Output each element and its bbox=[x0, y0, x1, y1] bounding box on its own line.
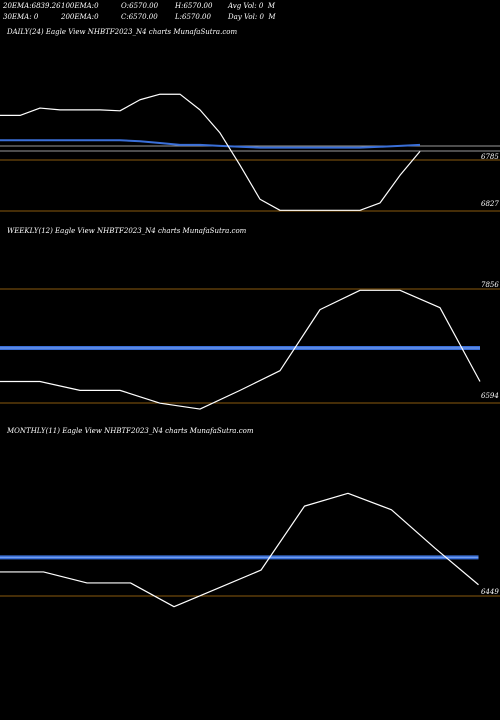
header-row-1-col5: Avg Vol: 0 M bbox=[228, 2, 275, 11]
monthly-price-label: 6449 bbox=[481, 588, 499, 596]
ema100-value: 0 bbox=[94, 2, 99, 10]
avg-vol-value: 0 bbox=[258, 2, 264, 10]
header-row-1-col2: 100EMA:0 bbox=[61, 2, 99, 11]
ema20-label: 20EMA: bbox=[3, 2, 32, 10]
ema200-value: 0 bbox=[94, 13, 99, 21]
daily-price-label-upper: 6785 bbox=[481, 153, 499, 161]
ema20-value: 6839.26 bbox=[31, 2, 61, 10]
open-label: O: bbox=[121, 2, 130, 10]
day-vol-label: Day Vol: bbox=[228, 13, 258, 21]
monthly-panel-title: MONTHLY(11) Eagle View NHBTF2023_N4 char… bbox=[7, 427, 254, 435]
high-value: 6570.00 bbox=[183, 2, 213, 10]
low-label: L: bbox=[175, 13, 183, 21]
ema200-label: 200EMA: bbox=[61, 13, 95, 21]
close-label: C: bbox=[121, 13, 129, 21]
header-row-2: 30EMA: 0 bbox=[3, 13, 38, 22]
ema30-label: 30EMA: bbox=[3, 13, 32, 21]
weekly-panel-title: WEEKLY(12) Eagle View NHBTF2023_N4 chart… bbox=[7, 227, 247, 235]
low-value: 6570.00 bbox=[182, 13, 211, 21]
header-row-2-col5: Day Vol: 0 M bbox=[228, 13, 276, 22]
header-row-1-col3: O:6570.00 bbox=[121, 2, 158, 11]
weekly-price-label-upper: 7856 bbox=[481, 281, 499, 289]
weekly-price-label-lower: 6594 bbox=[481, 392, 499, 400]
close-value: 6570.00 bbox=[128, 13, 158, 21]
ema100-label: 100EMA: bbox=[61, 2, 95, 10]
monthly-price-line bbox=[0, 492, 479, 608]
header-row-2-col3: C:6570.00 bbox=[121, 13, 158, 22]
avg-vol-label: Avg Vol: bbox=[228, 2, 257, 10]
daily-ema-line bbox=[0, 139, 421, 149]
daily-price-label-lower: 6827 bbox=[481, 200, 499, 208]
weekly-price-line bbox=[0, 289, 481, 410]
header-row-2-col2: 200EMA:0 bbox=[61, 13, 99, 22]
daily-price-line bbox=[0, 93, 421, 211]
open-value: 6570.00 bbox=[129, 2, 159, 10]
daily-panel-title: DAILY(24) Eagle View NHBTF2023_N4 charts… bbox=[7, 28, 238, 36]
header-row-2-col4: L:6570.00 bbox=[175, 13, 211, 22]
ema30-value: 0 bbox=[33, 13, 39, 21]
day-vol-value: 0 bbox=[259, 13, 264, 21]
header-row-1: 20EMA:6839.26 bbox=[3, 2, 61, 11]
day-vol-unit: M bbox=[268, 13, 276, 21]
avg-vol-unit: M bbox=[267, 2, 275, 10]
high-label: H: bbox=[175, 2, 184, 10]
header-row-1-col4: H:6570.00 bbox=[175, 2, 212, 11]
